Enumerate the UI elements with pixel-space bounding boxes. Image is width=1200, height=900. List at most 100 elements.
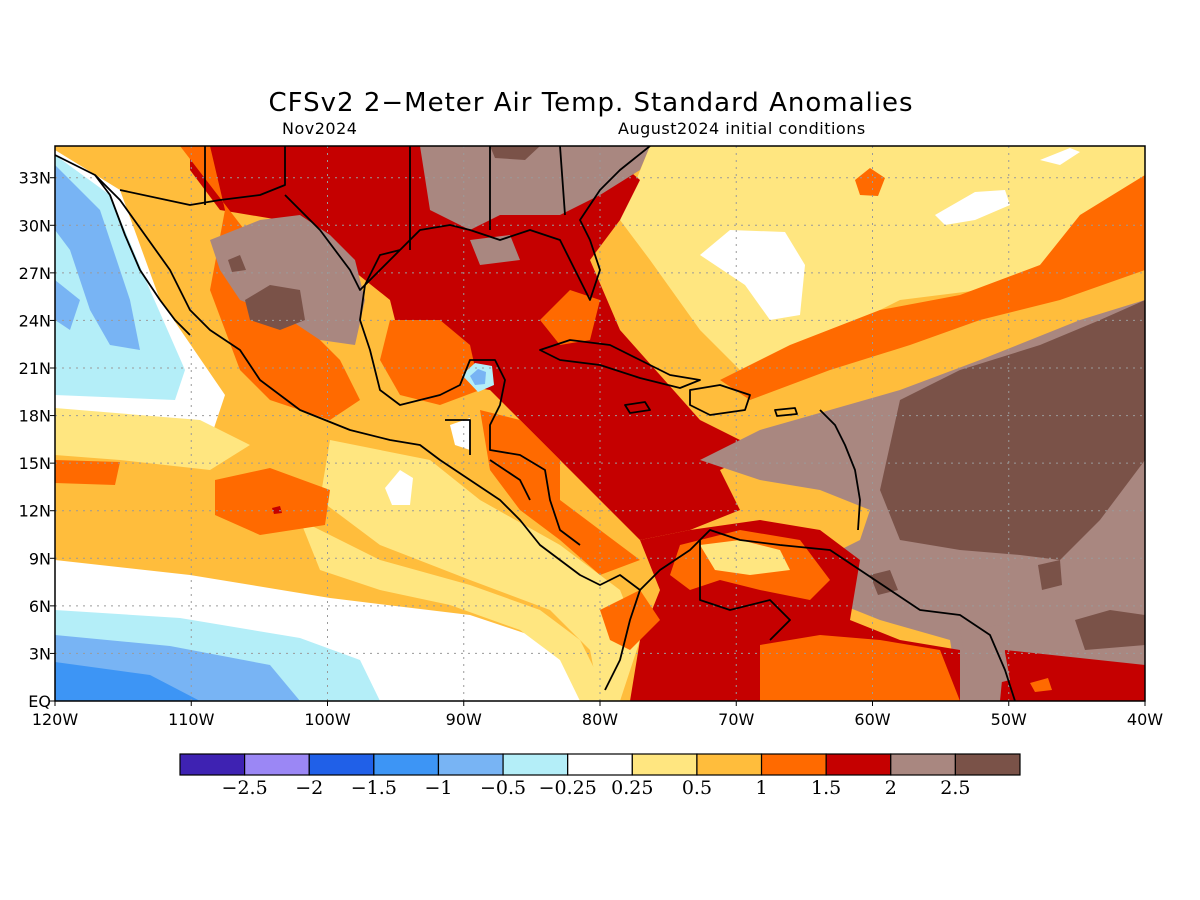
colorbar-label: −1.5 [351,777,397,799]
orange-gulf-south [540,290,600,345]
colorbar-swatch [631,753,698,776]
x-tick-label: 120W [32,710,79,729]
coast-baja [94,174,191,336]
x-tick-label: 60W [854,710,890,729]
coast-mexico-pacific [55,154,641,691]
border-central-america [445,419,791,641]
x-tick-label: 50W [991,710,1027,729]
neutral-spot-pacific [385,470,413,505]
y-tick-label: 21N [19,359,51,378]
coast-lesser-antilles [819,409,861,531]
border-us-mexico [119,146,286,206]
y-tick-label: 6N [29,597,51,616]
colorbar-label: −2.5 [222,777,268,799]
warm-band-nw [55,408,250,470]
colorbar-swatch [567,753,633,776]
coast-jamaica [624,401,651,414]
colorbar-swatch [890,753,956,776]
x-tick-label: 80W [582,710,618,729]
y-tick-label: 15N [19,454,51,473]
y-axis-ticks: EQ 3N 6N 9N 12N 15N 18N 21N 24N 27N 30N 33N [19,169,55,711]
y-tick-label: 9N [29,549,51,568]
colorbar-swatch [308,753,375,776]
colorbar-swatch [760,753,827,776]
pale-venezuela [700,540,790,575]
x-axis-ticks: 120W 110W 100W 90W 80W 70W 60W 50W 40W [32,701,1163,729]
x-tick-label: 40W [1127,710,1163,729]
colorbar-swatch [696,753,763,776]
colorbar: −2.5 −2 −1.5 −1 −0.5 −0.25 0.25 0.5 1 1.5 2 2.5 [179,753,1021,799]
dark-brown-guiana [870,570,898,595]
colorbar-label: −2 [295,777,323,799]
brown-us-gulf-coast [470,235,520,265]
dark-brown-atlantic-south [1075,610,1145,650]
y-tick-label: 24N [19,311,51,330]
warm-band-central-america [320,440,640,701]
orange-patch-pacific [215,468,330,535]
dark-brown-mexico [245,285,305,330]
x-tick-label: 110W [168,710,215,729]
colorbar-swatch [373,753,440,776]
dark-brown-atlantic [880,300,1145,560]
orange-band-atlantic [720,175,1145,400]
brown-guiana-south [960,625,1010,690]
border-us-states [204,146,566,250]
coast-south-america [639,529,1016,701]
colorbar-label: −1 [424,777,452,799]
orange-atlantic-spot [855,168,885,196]
colorbar-label: −0.5 [480,777,526,799]
y-tick-label: 33N [19,169,51,188]
neutral-atlantic-ne-2 [1040,148,1080,165]
coastlines [55,146,1016,701]
warm-pale-atlantic-north [620,146,1145,390]
warm-band-pacific [300,520,620,701]
colorbar-label: 1.5 [811,777,841,799]
x-tick-label: 70W [718,710,754,729]
y-tick-label: 30N [19,216,51,235]
colorbar-label: 0.5 [682,777,712,799]
orange-southern-mexico [380,320,480,405]
coast-gulf-mexico [359,249,581,546]
coast-us-gulf [399,146,651,301]
y-tick-label: 3N [29,644,51,663]
colorbar-swatch [954,753,1021,776]
colorbar-label: 2 [885,777,897,799]
brown-us-south [420,146,650,230]
y-tick-label: 27N [19,264,51,283]
red-dot-pacific [272,506,282,514]
cold-zone-southwest [55,662,200,701]
colorbar-label: 0.25 [611,777,653,799]
y-tick-label: 12N [19,502,51,521]
colorbar-label: 2.5 [940,777,970,799]
anomaly-field [55,146,1145,701]
x-tick-label: 90W [446,710,482,729]
coast-puerto-rico [774,407,798,417]
colorbar-swatch [825,753,892,776]
dark-brown-mexico-small [228,255,246,272]
colorbar-swatch [179,753,246,776]
map-title: CFSv2 2−Meter Air Temp. Standard Anomali… [268,88,913,118]
colorbar-swatch [244,753,310,776]
dark-brown-atlantic-spot [1038,560,1062,590]
valid-month: Nov2024 [282,119,357,138]
cool-strip-baja-inner [55,165,140,350]
coast-hispaniola [689,384,751,416]
coast-cuba [539,339,701,389]
y-tick-label: 18N [19,407,51,426]
x-tick-label: 100W [304,710,351,729]
orange-south-america-south [760,635,960,701]
orange-patch-west [55,460,120,485]
brown-mexico-plateau [210,215,365,345]
orange-east-atlantic-spot [1030,678,1052,692]
neutral-atlantic-north [700,230,805,320]
neutral-atlantic-ne-1 [935,190,1010,225]
colorbar-swatch [437,753,504,776]
cool-spot-yucatan-inner [470,369,486,385]
y-tick-label: EQ [28,692,51,711]
neutral-spot-guatemala [450,418,470,450]
colorbar-label: −0.25 [539,777,597,799]
border-texas [284,194,401,291]
orange-central-america [480,410,640,575]
colorbar-label: 1 [755,777,767,799]
